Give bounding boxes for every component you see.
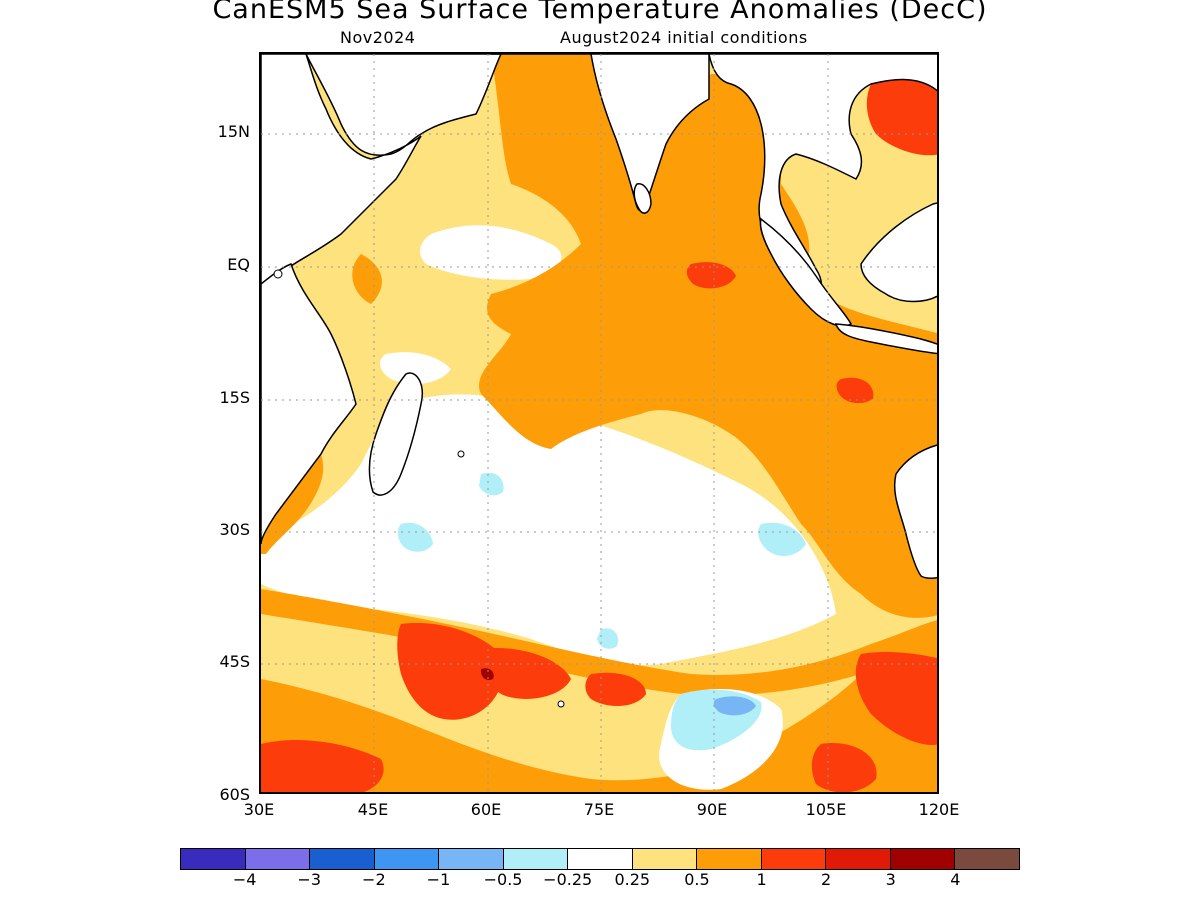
colorbar-swatch (245, 849, 311, 869)
lon-label-30e: 30E (243, 800, 275, 819)
island (273, 269, 283, 279)
australia-landmass (894, 444, 937, 579)
colorbar-swatch (374, 849, 440, 869)
madagascar-landmass (368, 372, 423, 496)
colorbar-swatch (310, 849, 375, 869)
colorbar-swatch (761, 849, 827, 869)
sri-lanka-landmass (633, 183, 652, 214)
lon-label-105e: 105E (805, 800, 847, 819)
colorbar-tick-label: 1 (756, 870, 767, 889)
colorbar-tick-label: −0.25 (543, 870, 593, 889)
strong-warm-anomaly (480, 668, 494, 680)
colorbar-tick-label: −2 (362, 870, 386, 889)
island (557, 700, 565, 708)
colorbar-tick-label: −3 (297, 870, 322, 889)
cool-anomaly-region (479, 472, 504, 496)
colorbar-tick-label: −1 (426, 870, 451, 889)
colorbar-swatch (826, 849, 891, 869)
lat-label-eq: EQ (227, 255, 250, 274)
colorbar-swatch (439, 849, 504, 869)
cool-anomaly-region (758, 522, 806, 556)
colorbar-tick-label: −4 (232, 870, 257, 889)
lat-label-15n: 15N (217, 122, 250, 141)
strong-warm-anomaly (585, 672, 646, 706)
strong-warm-anomaly (855, 651, 937, 745)
graticule (261, 54, 937, 792)
colorbar-swatch (503, 849, 569, 869)
lat-label-30s: 30S (219, 520, 250, 539)
neutral-anomaly-region (419, 225, 562, 280)
strong-warm-anomaly (397, 623, 504, 720)
lat-label-15s: 15S (219, 388, 250, 407)
lon-label-120e: 120E (918, 800, 960, 819)
cool-anomaly-region (597, 628, 619, 649)
lat-label-45s: 45S (219, 652, 250, 671)
warm-anomaly-region (479, 54, 937, 618)
forecast-month: Nov2024 (340, 28, 416, 47)
colorbar-tick-label: 4 (950, 870, 961, 889)
strong-warm-anomaly (866, 78, 937, 156)
africa-landmass (261, 54, 502, 296)
lon-label-90e: 90E (696, 800, 728, 819)
lat-label-60s: 60S (219, 785, 250, 804)
colorbar-tick-label: 0.5 (684, 870, 710, 889)
strong-warm-anomaly (261, 740, 384, 792)
strong-warm-anomaly (686, 262, 736, 289)
colorbar-tick-label: 3 (885, 870, 896, 889)
borneo-landmass (860, 202, 937, 303)
colorbar-swatch (955, 849, 1019, 869)
island (457, 450, 465, 458)
colorbar-tick-label: 2 (821, 870, 832, 889)
colorbar-swatch (632, 849, 698, 869)
colorbar-swatch (890, 849, 956, 869)
lon-label-45e: 45E (357, 800, 389, 819)
sst-anomaly-map (261, 54, 937, 792)
cool-anomaly-region (713, 696, 756, 716)
java-landmass (834, 323, 937, 355)
initial-conditions: August2024 initial conditions (560, 28, 808, 47)
lon-label-75e: 75E (583, 800, 615, 819)
africa-landmass (261, 263, 357, 545)
colorbar-swatch (181, 849, 246, 869)
cool-anomaly-region (397, 522, 433, 552)
colorbar-swatch (697, 849, 762, 869)
map-title: CanESM5 Sea Surface Temperature Anomalie… (212, 0, 988, 25)
lon-label-60e: 60E (470, 800, 502, 819)
colorbar-tick-label: 0.25 (614, 870, 651, 889)
colorbar-tick-label: −0.5 (483, 870, 523, 889)
map-panel (259, 52, 939, 794)
strong-warm-anomaly (479, 648, 571, 699)
southeast-asia-landmass (708, 54, 937, 305)
colorbar-swatch (568, 849, 633, 869)
colorbar (180, 848, 1020, 870)
neutral-anomaly-region (379, 352, 451, 385)
strong-warm-anomaly (836, 377, 874, 404)
